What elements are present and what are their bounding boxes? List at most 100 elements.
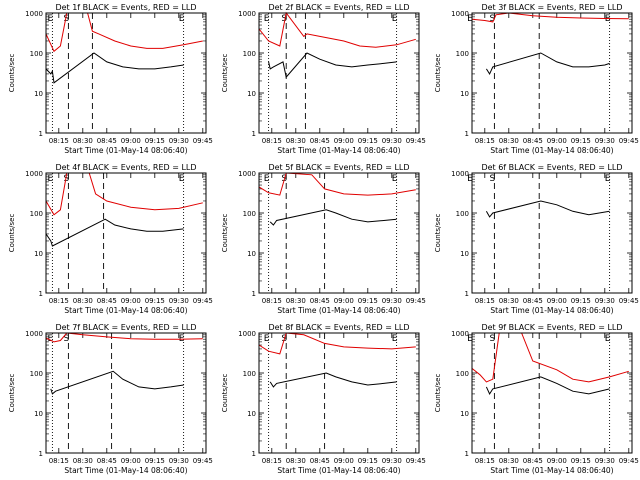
lld-series-line (258, 172, 416, 196)
y-tick-label: 100 (243, 370, 256, 378)
events-series-line (268, 52, 397, 79)
marker-label: E (48, 174, 54, 184)
y-axis-label: Counts/sec (8, 214, 16, 253)
x-tick-label: 08:15 (475, 297, 495, 305)
lld-series-line (45, 332, 203, 343)
plot-frame (471, 12, 633, 134)
marker-label: E (48, 334, 54, 344)
y-tick-label: 1000 (451, 170, 469, 178)
y-tick-label: 1000 (25, 330, 43, 338)
x-axis-label: Start Time (01-May-14 08:06:40) (277, 466, 400, 475)
x-tick-label: 08:45 (310, 297, 330, 305)
y-axis-label: Counts/sec (221, 374, 229, 413)
y-axis-label: Counts/sec (434, 54, 442, 93)
marker-label: E (179, 14, 185, 24)
chart-panel-8: Det 8f BLACK = Events, RED = LLD Start Ti… (221, 323, 426, 475)
chart-panel-2: Det 2f BLACK = Events, RED = LLD Start Ti… (221, 3, 426, 155)
y-tick-label: 10 (460, 90, 469, 98)
x-tick-label: 08:30 (73, 137, 93, 145)
marker-label: E (392, 14, 398, 24)
y-tick-label: 1 (39, 450, 43, 458)
x-tick-label: 08:30 (73, 297, 93, 305)
y-tick-label: 10 (34, 250, 43, 258)
x-tick-label: 09:00 (547, 137, 567, 145)
x-tick-label: 08:15 (262, 297, 282, 305)
y-axis-label: Counts/sec (221, 214, 229, 253)
y-tick-label: 1000 (238, 10, 256, 18)
x-tick-label: 09:45 (193, 457, 213, 465)
y-axis-label: Counts/sec (434, 374, 442, 413)
x-tick-label: 09:45 (619, 457, 639, 465)
y-tick-label: 1 (39, 290, 43, 298)
x-tick-label: 09:00 (121, 137, 141, 145)
chart-title: Det 6f BLACK = Events, RED = LLD (481, 163, 622, 172)
y-tick-label: 1000 (25, 170, 43, 178)
x-tick-label: 09:15 (358, 297, 378, 305)
y-tick-label: 100 (243, 210, 256, 218)
x-tick-label: 08:45 (523, 457, 543, 465)
y-tick-label: 10 (34, 90, 43, 98)
lld-series-line (258, 11, 416, 48)
x-tick-label: 08:15 (262, 457, 282, 465)
y-tick-label: 100 (243, 50, 256, 58)
x-tick-label: 09:00 (121, 297, 141, 305)
chart-panel-4: Det 4f BLACK = Events, RED = LLD Start Ti… (8, 163, 213, 315)
plot-frame (45, 332, 207, 454)
y-tick-label: 10 (247, 410, 256, 418)
lld-series-line (45, 172, 203, 216)
x-tick-label: 08:45 (310, 137, 330, 145)
chart-title: Det 2f BLACK = Events, RED = LLD (268, 3, 409, 12)
x-tick-label: 08:30 (499, 137, 519, 145)
x-tick-label: 09:15 (145, 457, 165, 465)
y-tick-label: 100 (30, 50, 43, 58)
x-tick-label: 09:00 (547, 457, 567, 465)
y-axis-label: Counts/sec (8, 54, 16, 93)
marker-label: E (179, 174, 185, 184)
x-tick-label: 08:45 (97, 137, 117, 145)
marker-label: E (467, 14, 473, 24)
events-series-line (485, 376, 610, 395)
chart-title: Det 7f BLACK = Events, RED = LLD (55, 323, 196, 332)
y-tick-label: 1000 (238, 170, 256, 178)
chart-panel-3: Det 3f BLACK = Events, RED = LLD Start Ti… (434, 3, 639, 155)
chart-panel-1: Det 1f BLACK = Events, RED = LLD Start Ti… (8, 3, 213, 155)
x-tick-label: 09:30 (595, 137, 615, 145)
x-tick-label: 09:30 (595, 297, 615, 305)
x-tick-label: 09:30 (169, 137, 189, 145)
x-tick-label: 08:15 (49, 137, 69, 145)
y-tick-label: 1000 (451, 330, 469, 338)
x-tick-label: 08:30 (286, 297, 306, 305)
y-axis-label: Counts/sec (434, 214, 442, 253)
x-axis-label: Start Time (01-May-14 08:06:40) (64, 466, 187, 475)
y-tick-label: 1 (465, 290, 469, 298)
x-tick-label: 09:00 (121, 457, 141, 465)
y-tick-label: 1 (465, 130, 469, 138)
events-series-line (485, 200, 610, 218)
events-series-line (269, 209, 397, 226)
marker-label: S (64, 174, 70, 184)
x-tick-label: 08:15 (475, 457, 495, 465)
chart-title: Det 8f BLACK = Events, RED = LLD (268, 323, 409, 332)
y-tick-label: 1000 (451, 10, 469, 18)
y-tick-label: 1 (39, 130, 43, 138)
x-tick-label: 09:30 (382, 297, 402, 305)
marker-label: E (392, 174, 398, 184)
x-tick-label: 08:30 (499, 457, 519, 465)
chart-panel-5: Det 5f BLACK = Events, RED = LLD Start Ti… (221, 163, 426, 315)
marker-label: S (281, 14, 287, 24)
y-tick-label: 1 (465, 450, 469, 458)
lld-series-line (471, 12, 629, 23)
plot-frame (258, 172, 420, 294)
x-tick-label: 09:30 (169, 297, 189, 305)
marker-label: E (264, 174, 270, 184)
x-tick-label: 09:00 (334, 457, 354, 465)
marker-label: E (264, 334, 270, 344)
x-tick-label: 08:30 (73, 457, 93, 465)
x-tick-label: 09:15 (358, 137, 378, 145)
marker-label: E (605, 174, 611, 184)
x-tick-label: 09:15 (145, 137, 165, 145)
x-tick-label: 09:15 (571, 457, 591, 465)
marker-label: S (64, 14, 70, 24)
marker-label: E (605, 334, 611, 344)
marker-label: E (264, 14, 270, 24)
